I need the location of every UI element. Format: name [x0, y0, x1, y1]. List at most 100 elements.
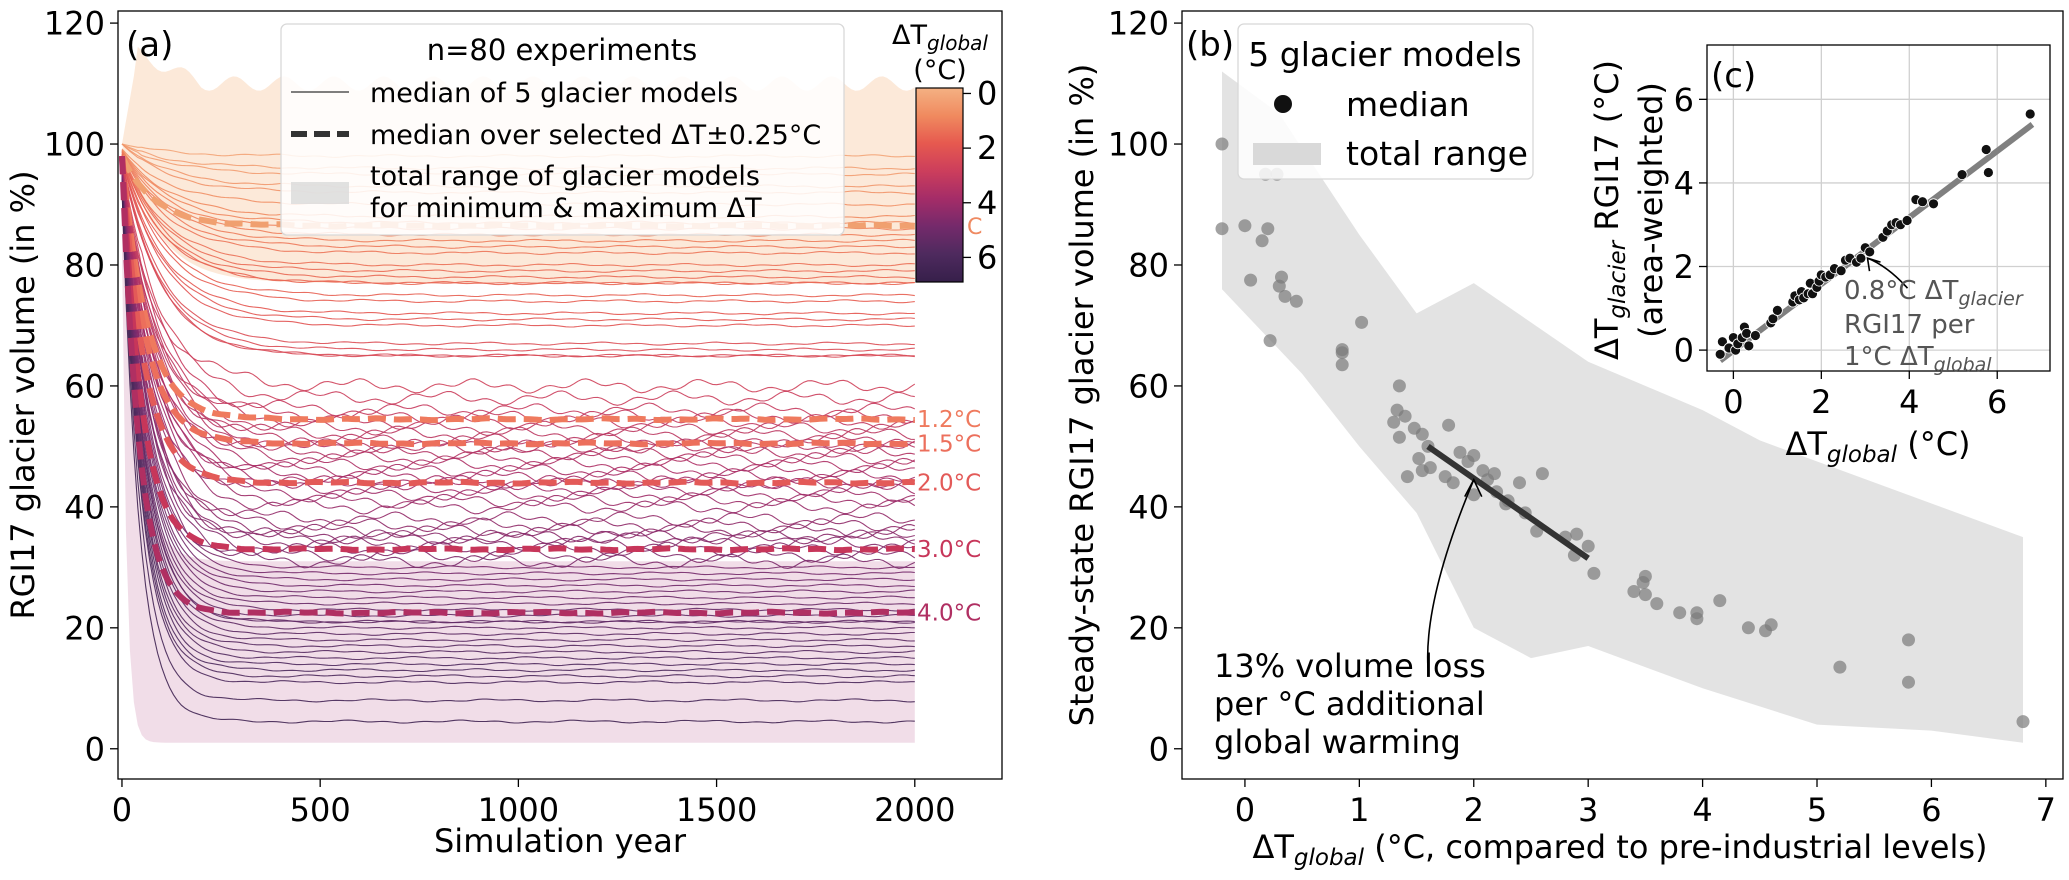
legend-entry-median: median [1346, 85, 1470, 124]
legend-entry-selected: median over selected ΔT±0.25°C [370, 120, 821, 151]
colorbar-tick-label: 2 [977, 129, 997, 167]
median-point [1255, 234, 1269, 248]
panel-a-legend: n=80 experiments median of 5 glacier mod… [280, 23, 845, 236]
median-point [1289, 294, 1303, 308]
legend-box [280, 23, 845, 236]
panel-a-x-axis: 0 500 1000 1500 2000 [112, 779, 956, 829]
x-tick-label: 6 [1987, 383, 2007, 421]
median-point [1423, 461, 1437, 475]
panel-a-x-label: Simulation year [434, 822, 687, 860]
legend-entry-range-2: for minimum & maximum ΔT [370, 193, 762, 224]
x-tick-label: 2000 [874, 791, 955, 829]
y-tick-label: 80 [1128, 247, 1169, 285]
median-point [1535, 467, 1549, 481]
experiment-median-line [121, 155, 915, 298]
annotation-arrow [1426, 479, 1475, 669]
inset-arrow [1866, 257, 1909, 289]
median-point [1638, 588, 1652, 602]
median-point [1513, 476, 1526, 490]
panel-b-frame [1181, 10, 2064, 780]
experiment-median-line [121, 183, 915, 636]
median-point [1453, 445, 1467, 459]
experiment-median-line [121, 157, 915, 316]
inset-annotation-line-2: RGI17 per [1844, 310, 1975, 340]
experiment-median-line [121, 170, 915, 485]
colorbar: ΔTglobal (°C) 0 2 4 6 [892, 20, 997, 283]
panel-a-frame [117, 10, 1003, 780]
y-tick-label: 20 [64, 609, 105, 647]
inset-grid [1707, 45, 2050, 371]
experiment-median-line [121, 151, 915, 243]
median-point [1713, 594, 1727, 608]
experiment-median-line [121, 175, 915, 545]
median-point [1335, 358, 1349, 372]
x-tick-label: 2 [1811, 383, 1831, 421]
y-tick-label: 100 [1108, 126, 1169, 164]
experiment-median-line [121, 163, 916, 394]
inset-point [1983, 167, 1994, 178]
experiment-median-line [121, 180, 915, 600]
experiment-median-line [121, 177, 916, 570]
y-tick-label: 60 [64, 367, 105, 405]
y-tick-label: 60 [1128, 367, 1169, 405]
experiment-median-line [121, 176, 916, 563]
median-point [1244, 273, 1258, 287]
legend-box [1237, 23, 1534, 180]
partial-label: C [967, 215, 982, 240]
experiment-median-line [121, 182, 915, 624]
median-point [1487, 467, 1501, 481]
panel-c-letter: (c) [1711, 56, 1756, 96]
y-tick-label: 40 [64, 488, 105, 526]
inset-annotation-line-3: 1°C ΔTglobal [1844, 342, 1992, 376]
y-tick-label: 80 [64, 247, 105, 285]
y-tick-label: 4 [1674, 164, 1694, 202]
selected-dt-median-line [119, 155, 915, 617]
y-tick-label: 2 [1674, 248, 1694, 286]
median-point [1446, 476, 1460, 490]
experiment-median-line [121, 186, 915, 673]
x-tick-label: 7 [2036, 791, 2056, 829]
inset-point [1741, 327, 1752, 339]
inset-point [1855, 252, 1867, 264]
experiment-median-line [121, 165, 916, 418]
selected-dt-median-line [119, 155, 915, 487]
y-tick-label: 120 [44, 5, 105, 43]
x-tick-label: 5 [1807, 791, 1827, 829]
panel-a-letter: (a) [126, 25, 173, 65]
median-point [1261, 222, 1275, 236]
median-point [1398, 409, 1412, 423]
colorbar-tick-label: 6 [977, 238, 997, 276]
x-tick-label: 1000 [478, 791, 559, 829]
panel-c-inset: 0 2 4 6 0 2 4 6 (c) ΔTglobal (°C) ΔTglacier RG… [1588, 44, 2051, 468]
experiment-median-line [121, 157, 915, 322]
experiment-median-line [121, 155, 915, 286]
inset-point [1956, 169, 1968, 181]
x-tick-label: 4 [1692, 791, 1712, 829]
median-point [1442, 418, 1456, 432]
experiment-median-line [121, 179, 915, 588]
experiment-median-line [121, 185, 915, 661]
median-point [1690, 606, 1704, 620]
highlight-label: 3.0°C [917, 537, 981, 563]
experiment-median-line [121, 173, 915, 527]
inset-point [1714, 348, 1726, 360]
inset-frame [1706, 44, 2051, 372]
median-point [1902, 675, 1915, 689]
inset-point [1864, 246, 1876, 258]
x-tick-label: 6 [1921, 791, 1941, 829]
experiment-median-line [121, 173, 916, 515]
median-point [1764, 618, 1778, 632]
x-tick-label: 1500 [676, 791, 757, 829]
experiment-median-line [121, 158, 915, 328]
annotation-arrowhead [1464, 477, 1483, 498]
median-point [1650, 597, 1664, 611]
inset-y-axis: 0 2 4 6 [1674, 81, 1707, 370]
median-point [1238, 219, 1252, 233]
annotation-line-3: global warming [1214, 723, 1461, 761]
inset-annotation: 0.8°C ΔTglacier RGI17 per 1°C ΔTglobal [1844, 276, 2024, 376]
experiment-median-line [121, 182, 915, 630]
y-tick-label: 20 [1128, 609, 1169, 647]
selected-dt-median-line [119, 155, 916, 448]
